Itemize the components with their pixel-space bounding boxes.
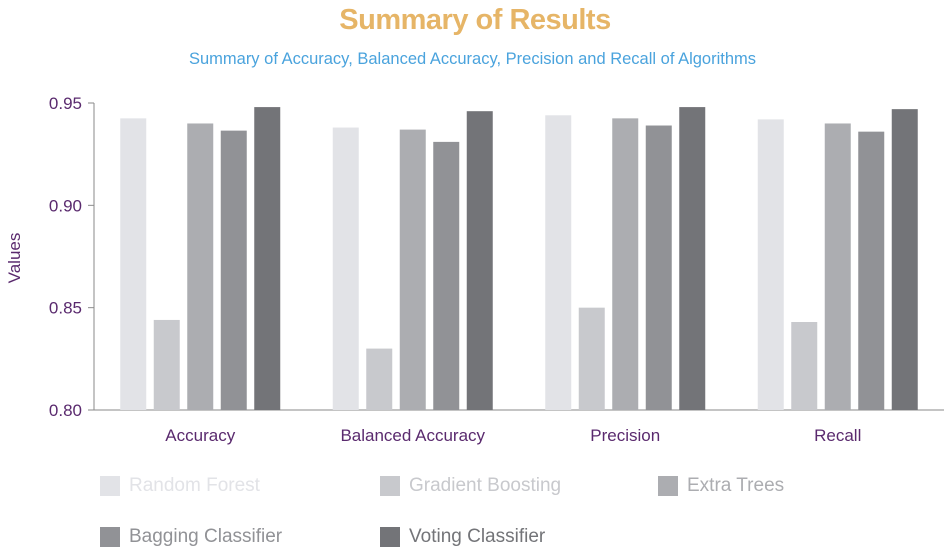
y-axis-label: Values (5, 233, 24, 284)
y-tick-label: 0.95 (49, 94, 82, 113)
bar (612, 118, 639, 410)
bar (466, 111, 493, 410)
x-tick-label: Precision (590, 426, 660, 445)
bar (824, 123, 851, 410)
legend-item: Extra Trees (658, 473, 784, 499)
bar (545, 115, 572, 410)
legend-label: Random Forest (129, 475, 260, 496)
y-tick-label: 0.80 (49, 401, 82, 420)
legend-swatch (100, 476, 120, 496)
bar (254, 107, 281, 411)
bar (153, 319, 180, 410)
bar (791, 321, 818, 410)
legend-swatch (380, 476, 400, 496)
bar (187, 123, 214, 410)
y-tick-label: 0.85 (49, 299, 82, 318)
chart-title: Summary of Results (339, 4, 611, 36)
legend-label: Extra Trees (687, 475, 785, 496)
bar (578, 307, 605, 410)
bar (399, 129, 426, 410)
bar (858, 131, 885, 411)
bar (891, 109, 918, 410)
legend-swatch (380, 527, 400, 547)
bar (757, 119, 784, 410)
legend-item: Random Forest (100, 473, 260, 499)
bar (120, 118, 147, 410)
bar (220, 130, 247, 410)
legend-label: Bagging Classifier (129, 526, 283, 547)
bar (679, 107, 706, 411)
legend-item: Voting Classifier (380, 524, 545, 550)
y-tick-label: 0.90 (49, 196, 82, 215)
x-tick-label: Accuracy (165, 426, 235, 445)
bar (645, 125, 672, 410)
bar (433, 141, 460, 411)
legend-item: Bagging Classifier (100, 524, 282, 550)
legend-label: Gradient Boosting (409, 475, 562, 496)
legend-swatch (658, 476, 678, 496)
chart-subtitle: Summary of Accuracy, Balanced Accuracy, … (188, 50, 757, 68)
x-tick-label: Balanced Accuracy (340, 426, 485, 445)
x-tick-label: Recall (814, 426, 861, 445)
legend-label: Voting Classifier (409, 526, 546, 547)
legend-swatch (100, 527, 120, 547)
legend-item: Gradient Boosting (380, 473, 561, 499)
bar (366, 348, 393, 410)
bar (332, 127, 359, 410)
